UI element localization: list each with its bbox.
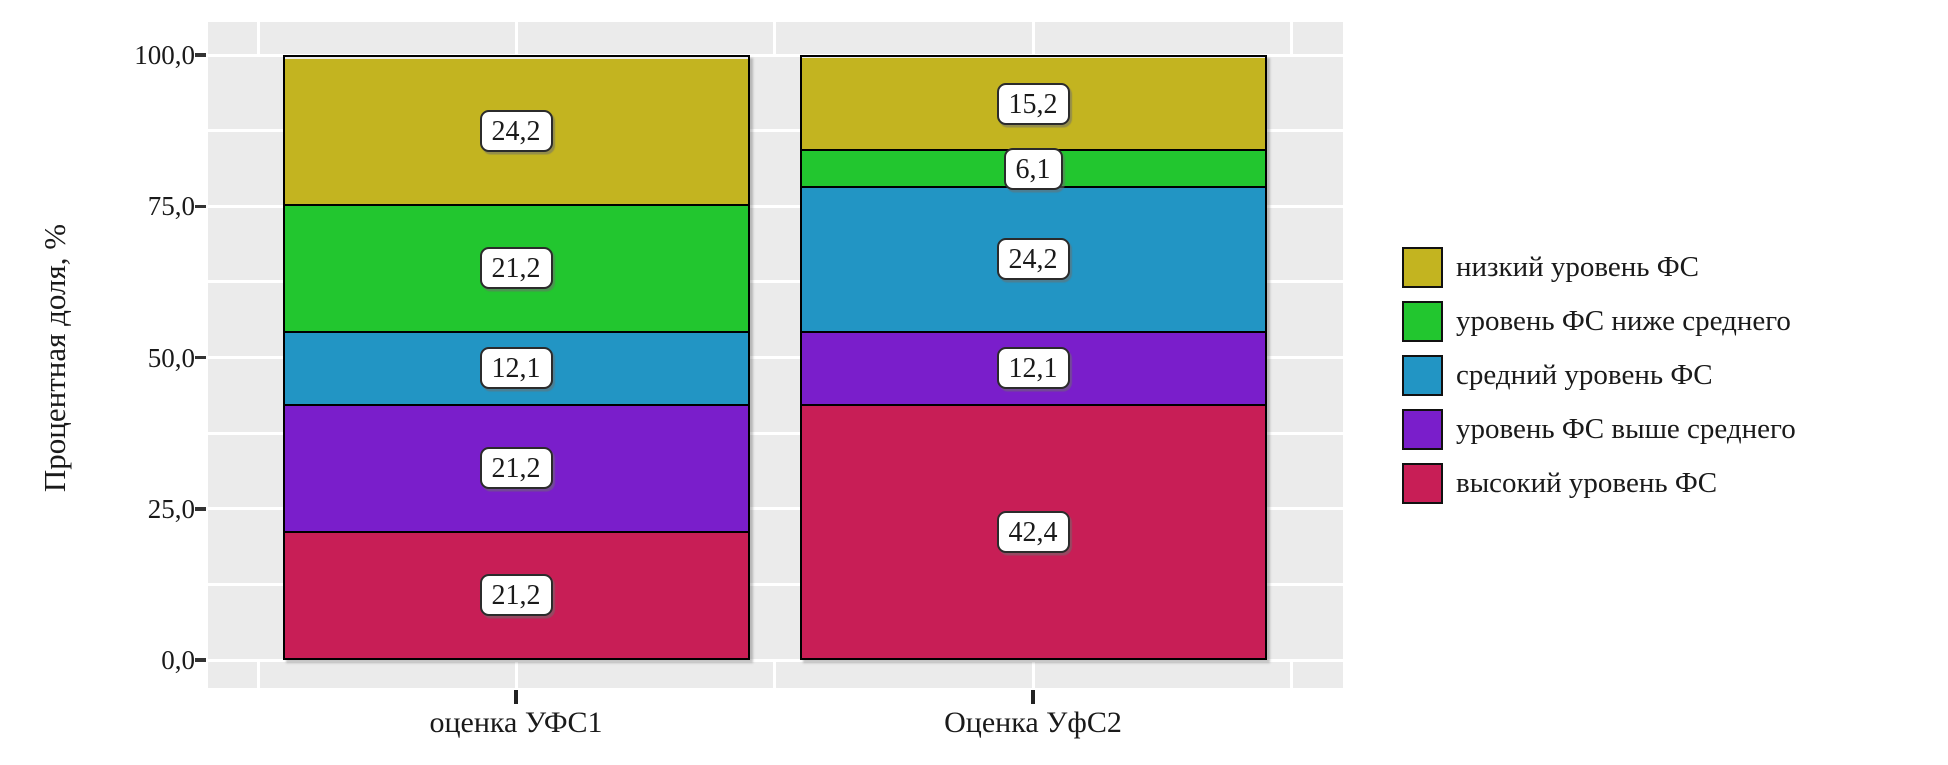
bar-segment: 21,2 [284, 530, 748, 658]
legend-label: низкий уровень ФС [1456, 251, 1700, 283]
bar-segment: 21,2 [284, 403, 748, 531]
plot-area: 21,2 21,2 12,1 21,2 24,2 42,4 12,1 24,2 6,1 15,2 [208, 22, 1343, 688]
y-tick-label: 75,0 [147, 191, 195, 222]
y-tick-mark [195, 658, 206, 662]
stacked-bar: 21,2 21,2 12,1 21,2 24,2 [282, 55, 750, 660]
value-label: 21,2 [479, 247, 553, 290]
gridline-horizontal [208, 431, 1343, 435]
gridline-vertical [1289, 22, 1293, 55]
gridline-vertical [514, 660, 518, 688]
legend-color-swatch [1402, 301, 1443, 342]
bar-segment: 6,1 [801, 147, 1265, 190]
gridline-horizontal [208, 507, 1343, 511]
gridline-vertical [773, 660, 776, 688]
legend-label: уровень ФС выше среднего [1456, 413, 1796, 445]
value-label: 15,2 [996, 82, 1070, 125]
x-tick-mark [514, 690, 518, 704]
value-label: 21,2 [479, 447, 553, 490]
value-label: 24,2 [479, 110, 553, 153]
gridline-vertical [1031, 660, 1035, 688]
legend-color-swatch [1402, 247, 1443, 288]
x-tick-mark [1031, 690, 1035, 704]
y-tick-mark [195, 204, 206, 208]
value-label: 12,1 [479, 347, 553, 390]
value-label: 12,1 [996, 347, 1070, 390]
stacked-bar: 42,4 12,1 24,2 6,1 15,2 [799, 55, 1267, 660]
bar-segment: 12,1 [801, 331, 1265, 404]
gridline-vertical [773, 22, 776, 55]
gridline-horizontal [208, 53, 1343, 57]
legend-item: высокий уровень ФС [1402, 463, 1796, 504]
legend-item: низкий уровень ФС [1402, 247, 1796, 288]
legend: низкий уровень ФС уровень ФС ниже среднег… [1402, 247, 1796, 517]
legend-label: средний уровень ФС [1456, 359, 1713, 391]
bar-segment: 24,2 [284, 58, 748, 204]
bar-segment: 42,4 [801, 403, 1265, 658]
y-tick-label: 0,0 [161, 645, 195, 675]
value-label: 21,2 [479, 574, 553, 617]
gridline-horizontal [208, 280, 1343, 284]
value-label: 24,2 [996, 238, 1070, 281]
legend-item: средний уровень ФС [1402, 355, 1796, 396]
legend-item: уровень ФС ниже среднего [1402, 301, 1796, 342]
bar-segment: 21,2 [284, 203, 748, 332]
gridline-horizontal [208, 129, 1343, 133]
y-tick-mark [195, 355, 206, 360]
bar-segment: 24,2 [801, 185, 1265, 332]
gridline-vertical [256, 22, 260, 55]
gridline-horizontal [208, 356, 1343, 359]
legend-label: уровень ФС ниже среднего [1456, 305, 1791, 337]
gridline-horizontal [208, 582, 1343, 586]
gridline-horizontal [208, 204, 1343, 208]
legend-color-swatch [1402, 463, 1443, 504]
value-label: 42,4 [996, 510, 1070, 553]
gridline-vertical [514, 22, 518, 55]
y-tick-label: 25,0 [147, 493, 195, 524]
legend-item: уровень ФС выше среднего [1402, 409, 1796, 450]
x-category-label: Оценка УфС2 [944, 706, 1122, 739]
y-tick-label: 50,0 [147, 342, 195, 373]
y-tick-mark [195, 53, 206, 57]
bar-segment: 12,1 [284, 331, 748, 404]
legend-color-swatch [1402, 355, 1443, 396]
gridline-vertical [1289, 660, 1293, 688]
legend-label: высокий уровень ФС [1456, 467, 1718, 499]
y-tick-label: 100,0 [134, 40, 195, 70]
legend-color-swatch [1402, 409, 1443, 450]
x-category-label: оценка УФС1 [429, 706, 603, 739]
gridline-vertical [1031, 22, 1035, 55]
gridline-vertical [256, 660, 260, 688]
value-label: 6,1 [1003, 147, 1063, 190]
y-tick-mark [195, 507, 206, 511]
bar-segment: 15,2 [801, 58, 1265, 150]
